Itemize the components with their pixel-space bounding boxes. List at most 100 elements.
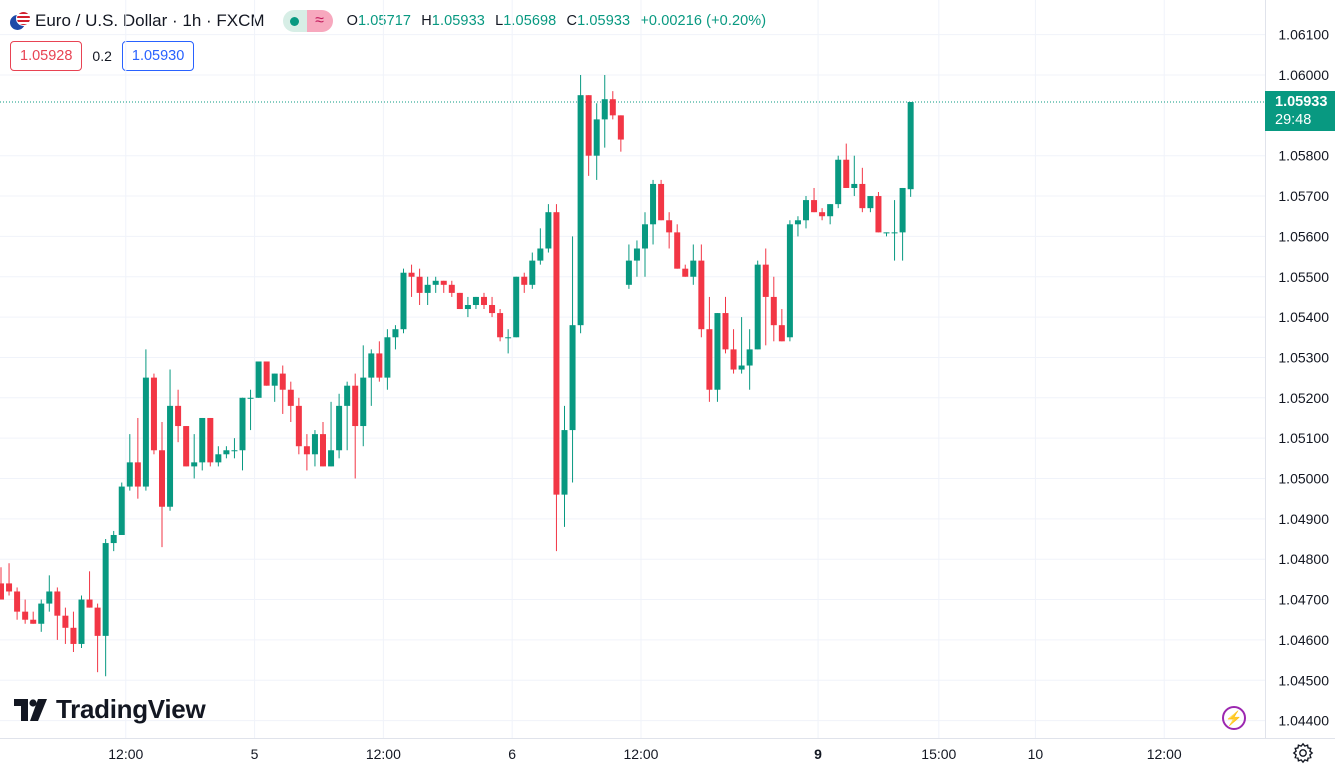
candle-body <box>46 591 53 604</box>
candle-body <box>682 268 689 277</box>
candle-body <box>344 385 351 406</box>
candle-body <box>263 361 270 386</box>
candle <box>617 115 624 152</box>
candle-body <box>513 276 520 338</box>
symbol-title[interactable]: Euro / U.S. Dollar · 1h · FXCM <box>35 11 265 30</box>
candle <box>86 571 93 608</box>
candle-body <box>70 627 77 644</box>
candle-body <box>609 99 616 116</box>
candle-body <box>907 102 914 190</box>
candle <box>126 434 133 491</box>
candle <box>392 325 399 350</box>
candle <box>521 272 528 293</box>
candle-body <box>481 296 487 305</box>
candle <box>891 200 898 261</box>
buy-price-button[interactable]: 1.05930 <box>121 41 195 71</box>
candle <box>0 567 4 600</box>
candle <box>746 329 753 390</box>
candle-body <box>86 599 93 608</box>
time-axis: 12:00 5 12:00 6 12:00 9 15:00 10 12:00 <box>108 746 1182 762</box>
candle-body <box>786 224 793 338</box>
tradingview-logo-text: TradingView <box>56 694 206 724</box>
candle <box>642 212 648 277</box>
spread-value: 0.2 <box>92 48 112 64</box>
candle <box>440 280 447 293</box>
candle <box>231 438 238 459</box>
sell-price-button[interactable]: 1.05928 <box>10 41 83 71</box>
candle-body <box>360 377 367 427</box>
gear-icon[interactable] <box>1292 742 1314 764</box>
time-tick-label: 12:00 <box>108 746 143 762</box>
candle <box>118 482 125 535</box>
price-tick-label: 1.05200 <box>1278 390 1329 406</box>
candle-body <box>859 183 866 209</box>
candle-body <box>231 450 238 452</box>
candle <box>150 373 157 455</box>
lightning-icon[interactable]: ⚡ <box>1222 706 1246 730</box>
candle-body <box>328 450 335 467</box>
candle-body <box>803 200 809 221</box>
candle-body <box>497 313 504 338</box>
candle-body <box>368 353 375 378</box>
candle <box>529 252 536 289</box>
candle-body <box>464 304 471 310</box>
candle-body <box>642 224 648 249</box>
time-tick-label: 15:00 <box>921 746 956 762</box>
eur-usd-flag-icon <box>10 11 31 31</box>
candle <box>569 236 576 483</box>
candle <box>698 244 705 338</box>
candle <box>883 232 890 237</box>
candle-body <box>376 353 383 378</box>
market-status-pill[interactable]: ≈ <box>282 10 333 32</box>
last-price-label: 1.05933 <box>1275 94 1328 110</box>
candle <box>416 268 423 305</box>
candle <box>472 296 479 310</box>
candle <box>134 417 141 499</box>
candle-body <box>738 365 745 370</box>
candle-body <box>78 599 85 644</box>
candle <box>778 309 785 342</box>
candle <box>432 276 439 293</box>
candle-body <box>279 373 286 390</box>
time-tick-label: 12:00 <box>1147 746 1182 762</box>
candle <box>827 204 834 225</box>
candle <box>674 224 681 269</box>
price-tick-label: 1.05400 <box>1278 309 1329 325</box>
candle <box>577 75 584 334</box>
candle-body <box>118 486 125 535</box>
candle-body <box>843 159 850 188</box>
candle <box>223 446 230 459</box>
candle <box>609 91 616 120</box>
candle <box>30 611 37 624</box>
candle <box>593 103 600 180</box>
candle-body <box>392 329 399 338</box>
time-tick-label: 5 <box>251 746 259 762</box>
tradingview-logo[interactable]: TradingView <box>14 694 206 725</box>
candle-body <box>521 276 528 285</box>
candle-body <box>215 454 222 463</box>
candle <box>336 393 343 459</box>
candle-body <box>706 329 713 390</box>
candle-body <box>303 446 310 455</box>
candle <box>786 220 793 342</box>
candle-body <box>271 373 278 386</box>
candle-body <box>529 260 536 285</box>
candle-body <box>593 119 600 156</box>
candle <box>658 179 665 221</box>
candle <box>811 187 818 213</box>
price-tick-label: 1.04800 <box>1278 551 1329 567</box>
price-tick-label: 1.04500 <box>1278 672 1329 688</box>
candle <box>408 264 415 297</box>
candle <box>843 143 850 188</box>
candle <box>328 401 335 467</box>
ohlc-high-key: H <box>421 13 432 29</box>
candle <box>352 373 359 479</box>
candle-body <box>159 450 165 507</box>
chart-grid <box>0 0 1335 739</box>
candle-body <box>658 183 665 221</box>
candle-body <box>94 607 101 636</box>
bar-countdown: 29:48 <box>1275 112 1312 128</box>
candle-body <box>456 292 463 310</box>
candle <box>819 208 826 221</box>
